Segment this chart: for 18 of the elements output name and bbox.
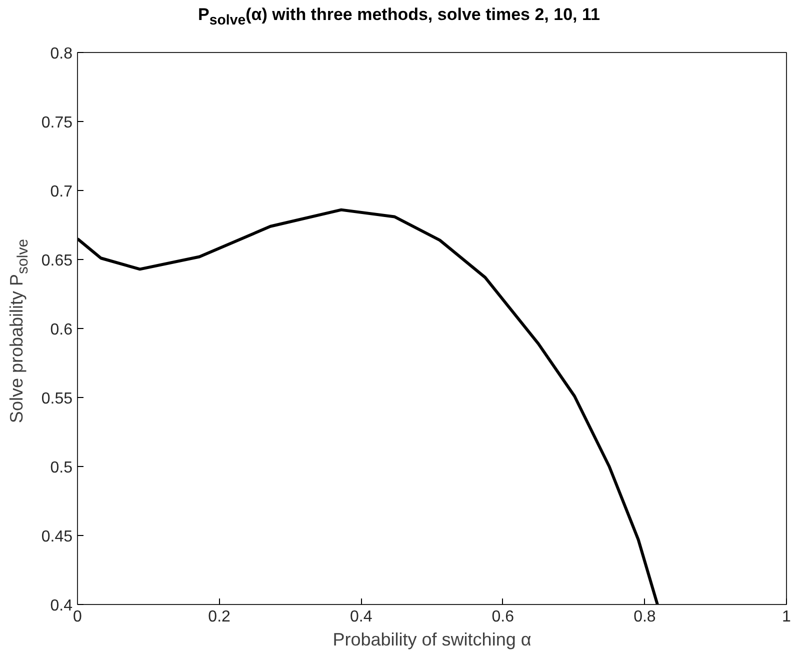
- x-tick-label: 0.2: [208, 608, 231, 626]
- y-tick-label: 0.6: [50, 322, 73, 338]
- x-tick-label: 0.4: [350, 608, 372, 626]
- line-series: [78, 208, 659, 604]
- y-tick-label: 0.7: [50, 184, 73, 200]
- chart-title: P$_{solve}$(α) with three methods, solve times 2, 10, 11: [197, 5, 601, 28]
- y-tick-label: 0.4: [50, 598, 73, 614]
- x-tick-label: 0.8: [634, 608, 656, 626]
- x-tick-label: 0.6: [492, 608, 514, 626]
- y-tick-label: 0.65: [41, 252, 73, 270]
- y-tick-label: 0.5: [50, 460, 73, 476]
- y-tick-label: 0.8: [50, 46, 73, 62]
- x-tick-label: 0: [73, 608, 82, 626]
- y-tick-label: 0.55: [41, 390, 73, 408]
- y-tick-label: 0.75: [41, 114, 73, 132]
- y-tick-label: 0.45: [41, 528, 73, 546]
- x-axis-title: Probability of switching α: [332, 630, 532, 650]
- x-tick-label: 1: [782, 608, 792, 626]
